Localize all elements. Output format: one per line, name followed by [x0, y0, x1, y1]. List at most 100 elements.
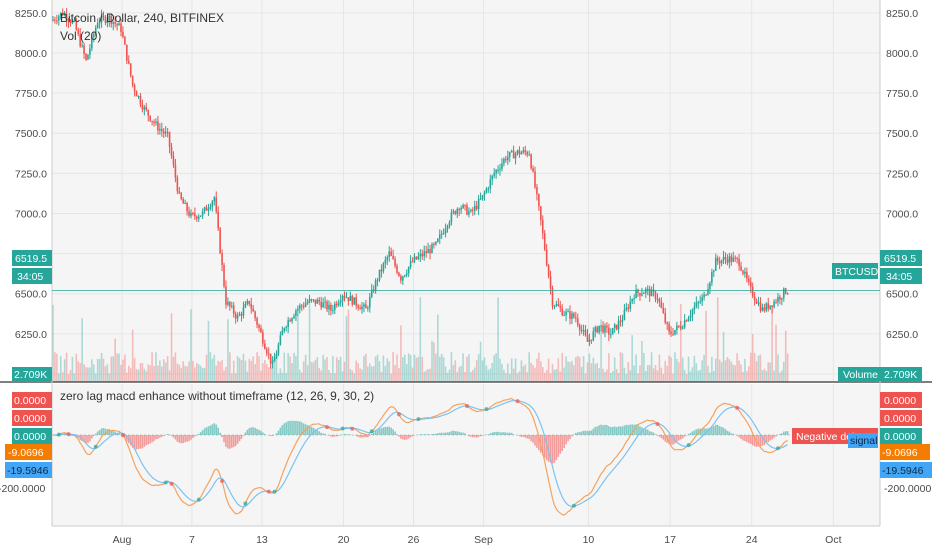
candle-body[interactable]: [295, 311, 297, 316]
candle-body[interactable]: [631, 299, 633, 301]
candle-body[interactable]: [420, 254, 422, 257]
candle-body[interactable]: [612, 328, 614, 334]
candle-body[interactable]: [655, 292, 657, 299]
candle-body[interactable]: [161, 129, 163, 131]
candle-body[interactable]: [151, 121, 153, 122]
candle-body[interactable]: [528, 155, 530, 156]
candle-body[interactable]: [731, 256, 733, 261]
candle-body[interactable]: [495, 170, 497, 173]
candle-body[interactable]: [464, 205, 466, 206]
candle-body[interactable]: [684, 320, 686, 327]
candle-body[interactable]: [721, 260, 723, 263]
candle-body[interactable]: [561, 308, 563, 315]
candle-body[interactable]: [81, 45, 83, 46]
candle-body[interactable]: [334, 304, 336, 310]
candle-body[interactable]: [441, 234, 443, 235]
candle-body[interactable]: [412, 261, 414, 262]
candle-body[interactable]: [130, 63, 132, 75]
candle-body[interactable]: [787, 293, 789, 294]
candle-body[interactable]: [400, 276, 402, 281]
candle-body[interactable]: [608, 328, 610, 335]
candle-body[interactable]: [662, 308, 664, 313]
candle-body[interactable]: [318, 300, 320, 302]
candle-body[interactable]: [147, 110, 149, 116]
candle-body[interactable]: [126, 45, 128, 61]
candle-body[interactable]: [291, 318, 293, 321]
candle-body[interactable]: [359, 308, 361, 310]
candle-body[interactable]: [453, 211, 455, 212]
candle-body[interactable]: [503, 159, 505, 164]
candle-body[interactable]: [282, 331, 284, 335]
candle-body[interactable]: [573, 313, 575, 317]
candle-body[interactable]: [223, 265, 225, 286]
candle-body[interactable]: [476, 206, 478, 209]
candle-body[interactable]: [754, 296, 756, 300]
candle-body[interactable]: [250, 304, 252, 308]
candle-body[interactable]: [278, 345, 280, 355]
candle-body[interactable]: [342, 296, 344, 301]
price-pane[interactable]: [52, 0, 880, 382]
candle-body[interactable]: [736, 258, 738, 259]
candle-body[interactable]: [688, 318, 690, 321]
candle-body[interactable]: [270, 354, 272, 364]
candle-body[interactable]: [208, 209, 210, 211]
candle-body[interactable]: [348, 297, 350, 301]
candle-body[interactable]: [363, 304, 365, 306]
candle-body[interactable]: [381, 270, 383, 272]
candle-body[interactable]: [388, 251, 390, 257]
candle-body[interactable]: [392, 256, 394, 259]
candle-body[interactable]: [231, 306, 233, 307]
candle-body[interactable]: [587, 335, 589, 342]
candle-body[interactable]: [559, 306, 561, 308]
candle-body[interactable]: [153, 122, 155, 123]
candle-body[interactable]: [385, 260, 387, 264]
candle-body[interactable]: [468, 211, 470, 214]
candle-body[interactable]: [682, 327, 684, 328]
candle-body[interactable]: [606, 326, 608, 328]
candle-body[interactable]: [340, 301, 342, 303]
candle-body[interactable]: [167, 132, 169, 133]
candle-body[interactable]: [674, 330, 676, 334]
candle-body[interactable]: [711, 272, 713, 283]
candle-body[interactable]: [179, 191, 181, 193]
candle-body[interactable]: [322, 303, 324, 308]
candle-body[interactable]: [367, 308, 369, 309]
candle-body[interactable]: [204, 207, 206, 211]
candle-body[interactable]: [626, 308, 628, 310]
candle-body[interactable]: [643, 293, 645, 294]
candle-body[interactable]: [330, 305, 332, 311]
candle-body[interactable]: [699, 301, 701, 302]
candle-body[interactable]: [264, 344, 266, 349]
candle-body[interactable]: [317, 300, 319, 304]
candle-body[interactable]: [769, 305, 771, 308]
candle-body[interactable]: [666, 323, 668, 325]
candle-body[interactable]: [285, 327, 287, 328]
candle-body[interactable]: [489, 180, 491, 189]
candle-body[interactable]: [460, 208, 462, 210]
candle-body[interactable]: [676, 326, 678, 330]
candle-body[interactable]: [180, 193, 182, 199]
candle-body[interactable]: [350, 296, 352, 301]
candle-body[interactable]: [563, 315, 565, 316]
candle-body[interactable]: [182, 199, 184, 204]
candle-body[interactable]: [173, 156, 175, 164]
candle-body[interactable]: [501, 163, 503, 168]
candle-body[interactable]: [538, 194, 540, 206]
candle-body[interactable]: [779, 297, 781, 300]
candle-body[interactable]: [449, 222, 451, 226]
candle-body[interactable]: [165, 132, 167, 133]
candle-body[interactable]: [752, 287, 754, 297]
candle-body[interactable]: [571, 313, 573, 319]
candle-body[interactable]: [313, 299, 315, 300]
candle-body[interactable]: [546, 250, 548, 266]
candle-body[interactable]: [315, 299, 317, 303]
candle-body[interactable]: [598, 326, 600, 333]
candle-body[interactable]: [243, 308, 245, 316]
candle-body[interactable]: [750, 282, 752, 287]
candle-body[interactable]: [177, 178, 179, 192]
candle-body[interactable]: [729, 256, 731, 262]
candle-body[interactable]: [252, 308, 254, 311]
candle-body[interactable]: [581, 330, 583, 331]
candle-body[interactable]: [521, 153, 523, 155]
candle-body[interactable]: [565, 312, 567, 315]
